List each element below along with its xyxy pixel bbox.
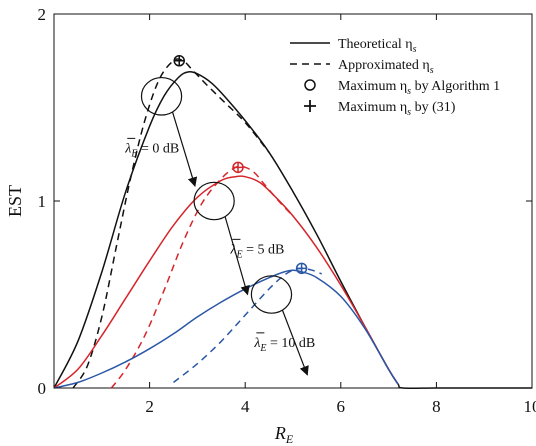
label-tail: = 10 dB bbox=[267, 336, 316, 351]
y-tick-label: 2 bbox=[38, 5, 47, 24]
legend-plus-marker bbox=[304, 100, 316, 112]
annotation-label: λE = 10 dB bbox=[253, 336, 315, 354]
annotation-label: λE = 0 dB bbox=[124, 141, 179, 159]
y-tick-label: 0 bbox=[38, 379, 47, 398]
legend-entry: Theoretical ηs bbox=[338, 37, 417, 55]
max-plus-marker bbox=[296, 263, 307, 274]
theoretical-line-5dB bbox=[53, 175, 399, 389]
legend-circle-marker bbox=[304, 79, 316, 91]
label-sub: E bbox=[130, 148, 137, 159]
legend-entry: Approximated ηs bbox=[338, 58, 434, 76]
legend-text-tail: by Algorithm 1 bbox=[411, 79, 500, 94]
legend-text-main: Maximum η bbox=[338, 79, 407, 94]
label-tail: = 5 dB bbox=[243, 242, 285, 257]
x-axis-label-main: R bbox=[274, 423, 286, 443]
legend-entry: Maximum ηs by Algorithm 1 bbox=[338, 79, 500, 97]
label-tail: = 0 dB bbox=[137, 141, 179, 156]
max-plus-marker bbox=[233, 162, 244, 173]
theoretical-line-10dB bbox=[53, 269, 399, 389]
x-tick-label: 8 bbox=[432, 397, 441, 416]
maximum-markers bbox=[173, 55, 308, 275]
annotation-ellipse bbox=[250, 275, 293, 314]
label-sub: E bbox=[259, 343, 266, 354]
x-axis-label-sub: E bbox=[285, 432, 294, 446]
x-axis-label: RE bbox=[274, 423, 294, 446]
annotation-ellipse bbox=[140, 76, 183, 116]
label-sub: E bbox=[236, 249, 243, 260]
x-tick-label: 6 bbox=[337, 397, 346, 416]
legend-entry: Maximum ηs by (31) bbox=[338, 100, 456, 118]
approximated-line-0dB bbox=[72, 58, 270, 389]
legend-text-main: Maximum η bbox=[338, 100, 407, 115]
annotation-label: λE = 5 dB bbox=[229, 242, 284, 260]
annotation-arrow bbox=[224, 216, 250, 296]
legend-text-sub: s bbox=[430, 65, 434, 76]
label-main: λ bbox=[229, 242, 236, 257]
series-lines bbox=[53, 58, 532, 390]
label-main: λ bbox=[253, 336, 260, 351]
legend-text-main: Approximated η bbox=[338, 58, 430, 73]
annotation-ellipse bbox=[193, 181, 235, 221]
axis-ticks: 2 4 6 8 10 0 1 2 bbox=[38, 5, 536, 416]
x-tick-label: 2 bbox=[145, 397, 154, 416]
legend-text-sub: s bbox=[407, 86, 411, 97]
annotation-arrow bbox=[281, 310, 309, 376]
y-tick-label: 1 bbox=[38, 192, 47, 211]
approximated-line-10dB bbox=[173, 267, 322, 383]
label-main: λ bbox=[124, 141, 131, 156]
legend-text-tail: by (31) bbox=[411, 100, 456, 115]
theoretical-line-0dB bbox=[53, 70, 532, 390]
legend-text-sub: s bbox=[413, 44, 417, 55]
approximated-line-5dB bbox=[110, 165, 294, 389]
legend-text-sub: s bbox=[407, 107, 411, 118]
y-axis-label: EST bbox=[5, 185, 25, 217]
annotation-arrow bbox=[172, 112, 198, 187]
x-tick-label: 4 bbox=[241, 397, 250, 416]
x-tick-label: 10 bbox=[524, 397, 536, 416]
max-plus-marker bbox=[174, 55, 185, 66]
legend-text-main: Theoretical η bbox=[338, 37, 413, 52]
